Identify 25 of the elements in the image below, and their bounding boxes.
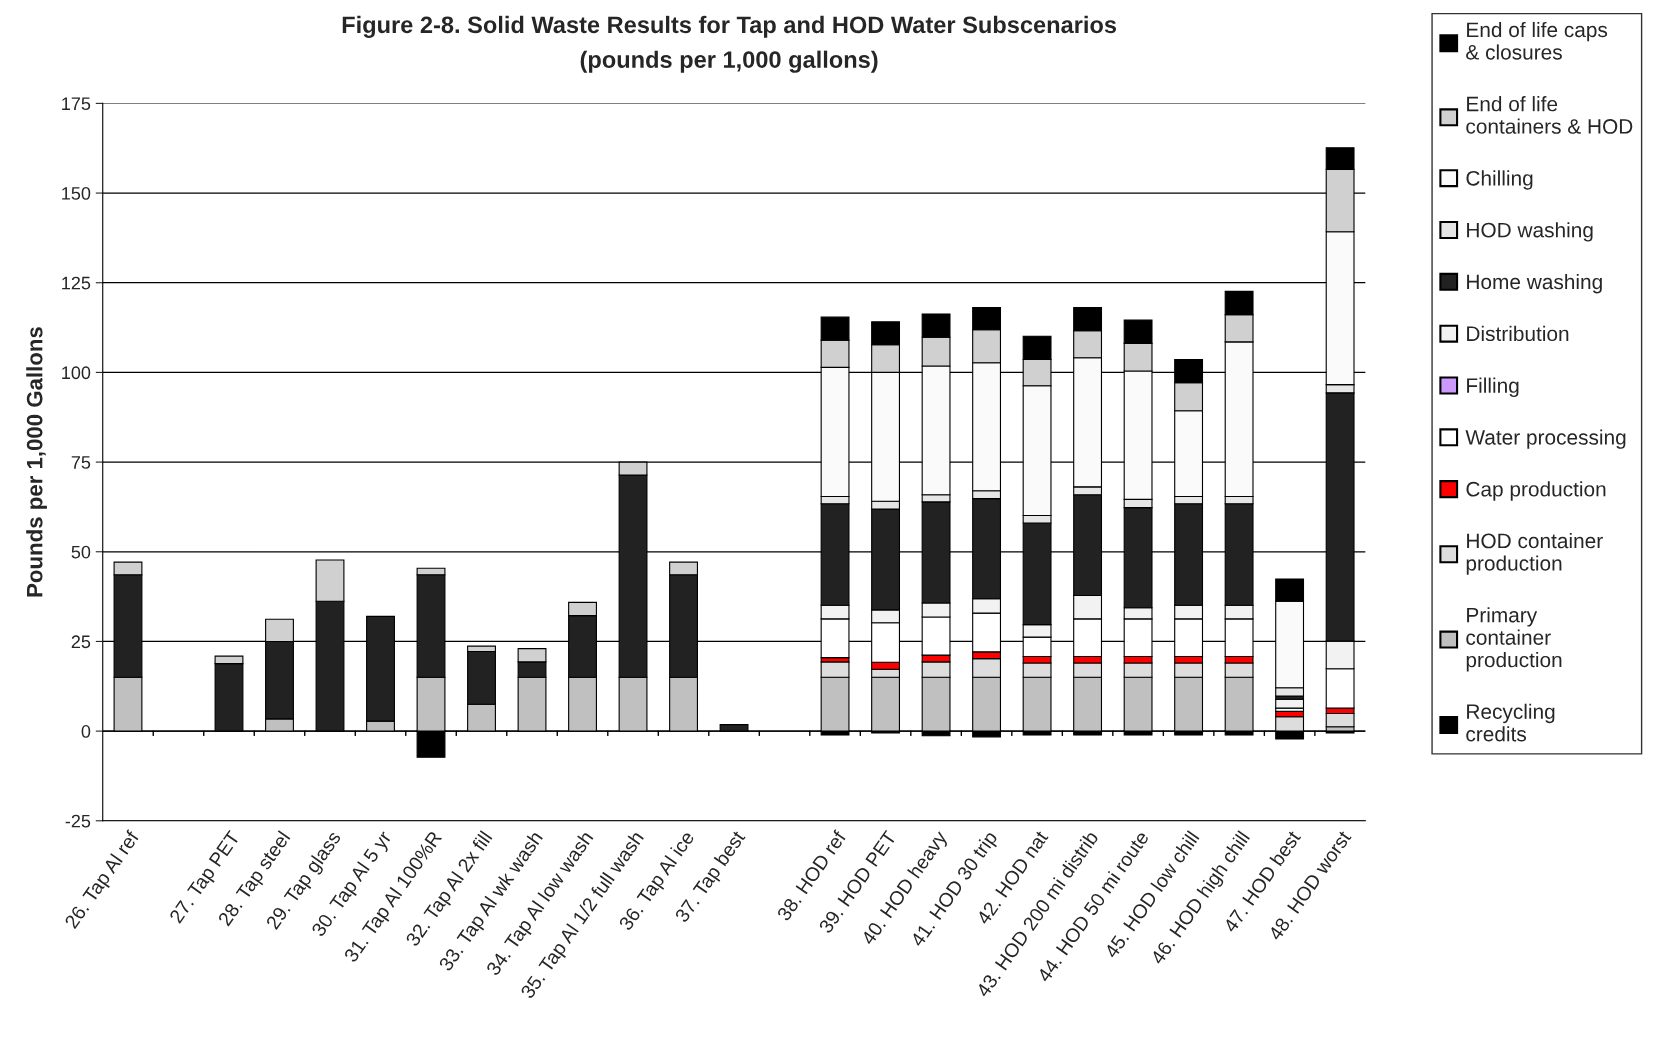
legend-label: Home washing	[1467, 273, 1602, 294]
y-tick-label: 175	[62, 97, 91, 111]
legend-label: Filling	[1467, 377, 1519, 398]
y-tick-label: 50	[71, 545, 91, 559]
legend-label: End of life caps & closures	[1466, 21, 1608, 60]
y-tick-label: 125	[62, 276, 91, 290]
legend-label: Primary container production	[1466, 607, 1562, 672]
y-tick-label: -25	[65, 814, 91, 828]
legend-label: Distribution	[1467, 325, 1569, 342]
legend-label: HOD container production	[1466, 532, 1603, 575]
x-tick-label: 26. Tap Al ref	[63, 829, 143, 932]
y-tick-label: 100	[62, 366, 91, 380]
y-tick-label: 75	[71, 456, 91, 469]
legend-label: Recycling credits	[1466, 703, 1555, 742]
y-tick-label: 25	[71, 635, 91, 649]
y-tick-label: 0	[81, 725, 91, 738]
chart-subtitle: (pounds per 1,000 gallons)	[580, 50, 878, 73]
legend-label: Cap production	[1466, 481, 1606, 501]
legend-label: End of life containers & HOD	[1466, 96, 1633, 134]
legend-label: HOD washing	[1467, 222, 1593, 242]
y-tick-label: 150	[62, 187, 91, 200]
chart-title: Figure 2-8. Solid Waste Results for Tap and HOD Water Subscenarios	[342, 15, 1117, 38]
y-axis-title: Pounds per 1,000 Gallons	[26, 327, 47, 597]
legend-label: Water processing	[1465, 429, 1626, 449]
legend-label: Chilling	[1466, 170, 1533, 190]
